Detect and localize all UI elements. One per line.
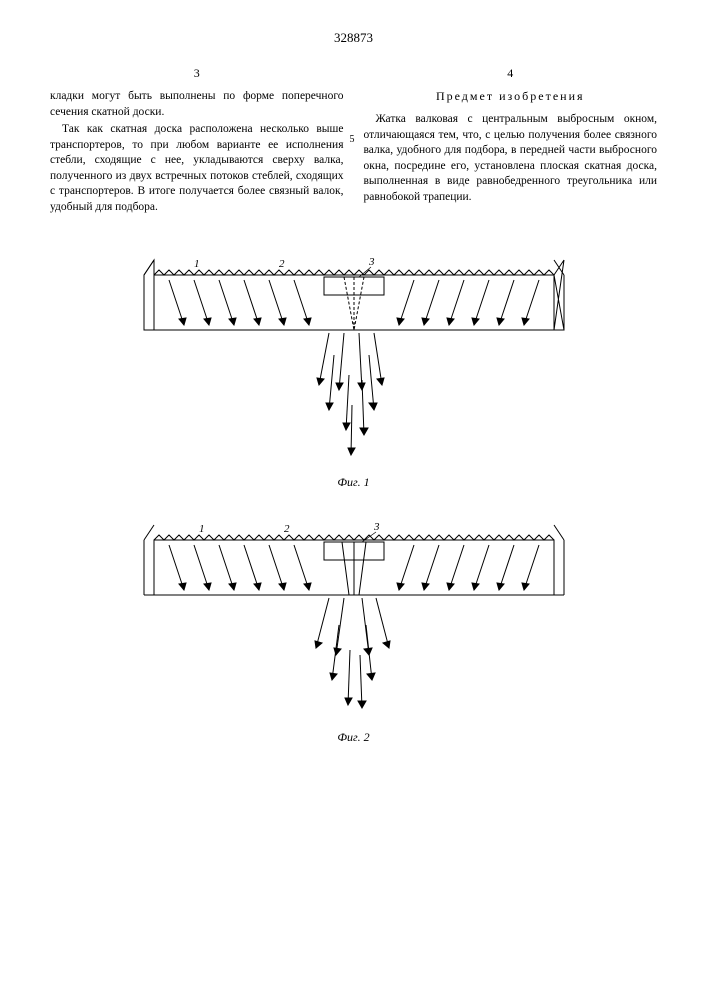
fig2-label-1: 1: [199, 523, 205, 535]
figures-area: 1 2 3 Фиг. 1: [50, 255, 657, 745]
right-column: 4 Предмет изобретения 5 Жатка валковая с…: [364, 66, 658, 215]
subject-heading: Предмет изобретения: [364, 89, 658, 104]
left-col-number: 3: [50, 66, 344, 81]
left-paragraph-1: кладки могут быть выполнены по форме поп…: [50, 89, 344, 120]
patent-number: 328873: [50, 30, 657, 46]
right-col-number: 4: [364, 66, 658, 81]
left-paragraph-2: Так как скатная доска расположена нескол…: [50, 122, 344, 215]
text-columns: 3 кладки могут быть выполнены по форме п…: [50, 66, 657, 215]
figure-2: 1 2 3 Фиг. 2: [124, 520, 584, 745]
line-marker-5: 5: [350, 134, 355, 145]
left-column: 3 кладки могут быть выполнены по форме п…: [50, 66, 344, 215]
fig1-label-2: 2: [279, 258, 285, 270]
fig2-label-3: 3: [373, 521, 380, 533]
fig1-label-3: 3: [368, 256, 375, 268]
figure-1: 1 2 3 Фиг. 1: [124, 255, 584, 490]
fig2-label-2: 2: [284, 523, 290, 535]
figure-2-caption: Фиг. 2: [337, 730, 369, 745]
figure-1-svg: 1 2 3: [124, 255, 584, 465]
figure-1-caption: Фиг. 1: [337, 475, 369, 490]
figure-2-svg: 1 2 3: [124, 520, 584, 720]
fig1-label-1: 1: [194, 258, 200, 270]
right-paragraph: Жатка валковая с центральным выбросным о…: [364, 112, 658, 205]
